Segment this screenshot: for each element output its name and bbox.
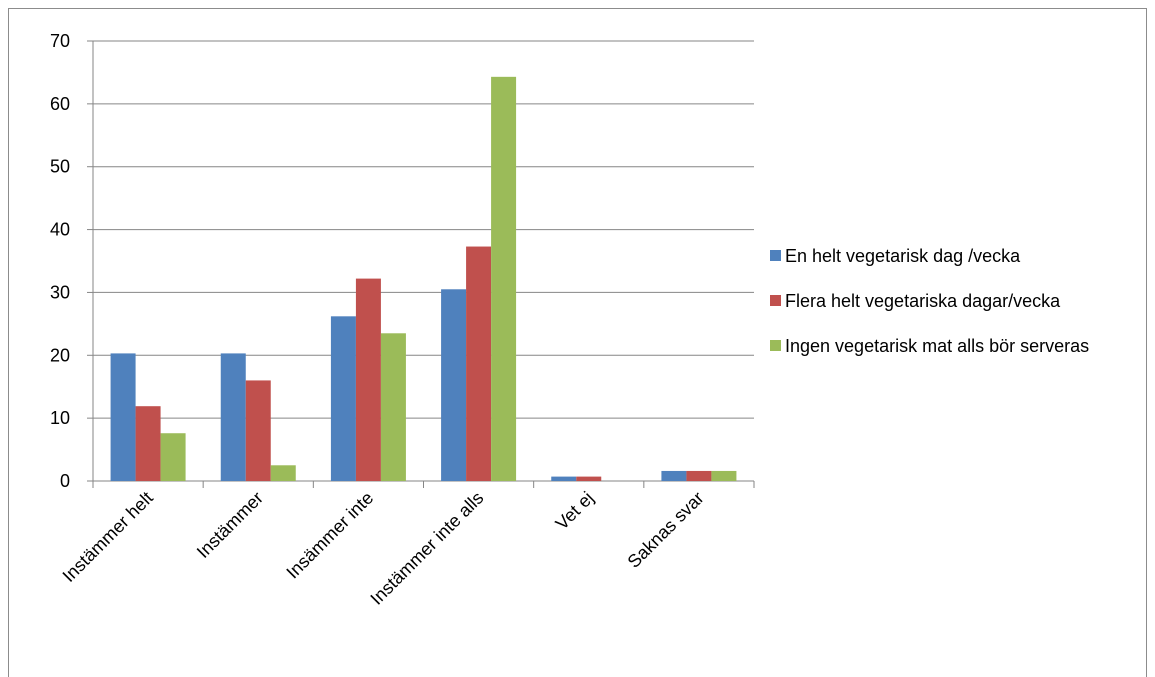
x-tick-label: Instämmer inte alls [366,488,487,609]
bar [270,465,296,481]
legend-swatch [770,340,781,351]
bar [380,333,406,481]
legend-label: En helt vegetarisk dag /vecka [785,246,1021,266]
legend-entry: En helt vegetarisk dag /vecka [770,238,1145,274]
bar [135,406,161,481]
y-tick-label: 10 [50,408,70,428]
bar [661,470,687,481]
x-tick-label: Insämmer inte [282,488,377,583]
bar [330,316,356,481]
x-tick-label: Vet ej [552,488,598,534]
legend-swatch [770,295,781,306]
bar [245,380,271,481]
y-tick-label: 50 [50,157,70,177]
bar [551,476,577,481]
y-tick-label: 0 [60,471,70,491]
legend: En helt vegetarisk dag /vecka Flera helt … [770,238,1145,373]
bar [491,76,517,481]
bar [110,353,136,481]
legend-entry: Ingen vegetarisk mat alls bör serveras [770,328,1145,364]
bar [220,353,246,481]
chart-border [8,8,1147,677]
y-tick-label: 30 [50,282,70,302]
bar [466,246,492,481]
legend-entry: Flera helt vegetariska dagar/vecka [770,283,1145,319]
y-tick-label: 60 [50,94,70,114]
y-tick-label: 70 [50,31,70,51]
bar [686,470,712,481]
x-tick-label: Saknas svar [624,488,708,572]
bar [355,278,381,481]
bar [441,289,467,481]
x-tick-label: Instämmer [193,488,267,562]
bar [576,476,602,481]
y-tick-label: 40 [50,220,70,240]
x-tick-label: Instämmer helt [59,488,157,586]
legend-label: Flera helt vegetariska dagar/vecka [785,291,1061,311]
bar [711,470,737,481]
y-tick-label: 20 [50,345,70,365]
bar [160,433,186,481]
legend-swatch [770,250,781,261]
legend-label: Ingen vegetarisk mat alls bör serveras [785,336,1090,356]
